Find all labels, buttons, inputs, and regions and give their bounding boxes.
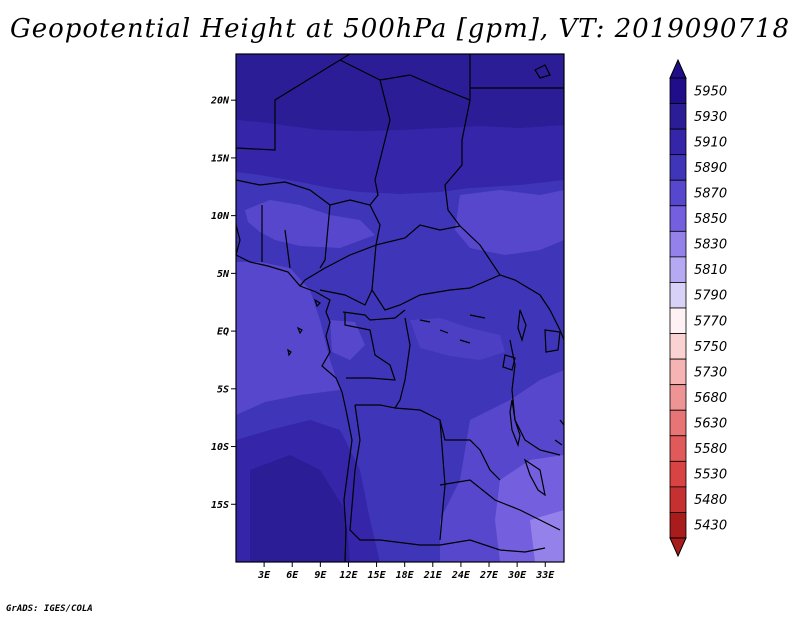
colorbar-label: 5680 [694, 391, 727, 406]
colorbar-swatch [669, 358, 687, 386]
lon-tick-label: 6E [286, 570, 299, 581]
lat-tick-label: 5N [217, 269, 230, 280]
colorbar-swatch [669, 307, 687, 334]
colorbar-swatch [669, 154, 687, 181]
colorbar-bottom-arrow [669, 537, 687, 558]
colorbar-swatch [669, 205, 687, 232]
colorbar-swatch [669, 230, 687, 258]
field-patch-gabon [330, 320, 365, 360]
colorbar-label: 5910 [694, 135, 727, 150]
colorbar-label: 5850 [694, 212, 727, 227]
colorbar-top-arrow [669, 58, 687, 79]
field-contour-5870-east [455, 190, 564, 255]
country-borders [236, 54, 564, 562]
lat-tick-label: 15N [211, 153, 230, 164]
colorbar-swatch [669, 409, 687, 437]
lon-tick-label: 3E [257, 570, 271, 581]
colorbar-swatch [669, 179, 687, 207]
lon-tick-label: 30E [507, 570, 527, 581]
colorbar-swatch [669, 435, 687, 462]
colorbar-swatch [669, 128, 687, 156]
field-contour-5870-sahel [245, 200, 375, 248]
colorbar-label: 5770 [694, 314, 727, 329]
colorbar-label: 5810 [694, 263, 727, 278]
colorbar-swatch [669, 282, 687, 309]
colorbar-label: 5950 [694, 84, 727, 99]
lon-tick-label: 21E [423, 570, 443, 581]
colorbar-swatch [669, 384, 687, 411]
colorbar-swatch [669, 77, 687, 104]
lat-tick-label: 20N [210, 96, 230, 107]
lon-tick-label: 9E [314, 570, 327, 581]
field-contour-5870-westcoast [236, 262, 340, 415]
colorbar-label: 5630 [694, 417, 727, 432]
colorbar-label: 5790 [694, 289, 727, 304]
colorbar-label: 5750 [694, 340, 727, 355]
lat-tick-label: 15S [211, 500, 229, 511]
lon-tick-label: 27E [479, 570, 499, 581]
colorbar-label: 5580 [694, 442, 727, 457]
colorbar-label: 5480 [694, 493, 727, 508]
field-contour-5930-south [250, 455, 350, 562]
lon-tick-label: 18E [396, 570, 415, 581]
lon-tick-label: 15E [368, 570, 387, 581]
lon-tick-label: 33E [535, 570, 555, 581]
lon-tick-label: 24E [451, 570, 471, 581]
colorbar-swatch [669, 103, 687, 130]
lat-tick-label: 10N [211, 211, 230, 222]
colorbar-label: 5870 [694, 187, 727, 202]
colorbar-label: 5430 [694, 519, 727, 534]
lat-tick-label: 10S [211, 442, 229, 453]
colorbar-swatch [669, 486, 687, 513]
colorbar-swatch [669, 512, 687, 539]
colorbar-swatch [669, 256, 687, 283]
height-field [236, 54, 564, 562]
footer-credit: GrADS: IGES/COLA [6, 604, 93, 614]
latitude-axis: 20N 15N 10N 5N EQ 5S 10S 15S [210, 96, 236, 511]
field-patch-congo [410, 318, 505, 360]
colorbar-label: 5930 [694, 110, 727, 125]
map-title: Geopotential Height at 500hPa [gpm], VT:… [9, 14, 791, 44]
map-frame [235, 53, 565, 563]
colorbar-label: 5890 [694, 161, 727, 176]
colorbar-label: 5730 [694, 365, 727, 380]
lon-tick-label: 12E [339, 570, 358, 581]
colorbar-label: 5530 [694, 468, 727, 483]
colorbar-swatch [669, 333, 687, 360]
colorbar-label: 5830 [694, 238, 727, 253]
lat-tick-label: EQ [217, 327, 229, 338]
lat-tick-label: 5S [217, 384, 229, 395]
longitude-axis: 3E 6E 9E 12E 15E 18E 21E 24E 27E 30E 33E [257, 562, 555, 581]
colorbar-swatch [669, 460, 687, 488]
